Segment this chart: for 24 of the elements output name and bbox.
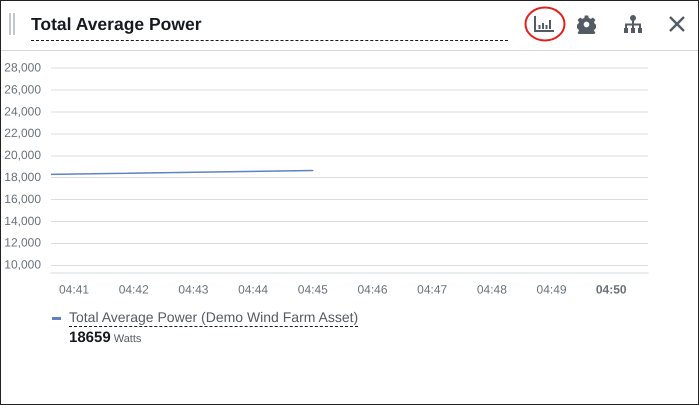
chart-title: Total Average Power [31, 14, 202, 35]
text: 18659 [69, 329, 111, 346]
y-tick-label: 28,000 [4, 60, 42, 75]
x-tick-label: 04:44 [238, 282, 268, 297]
x-tick-label: 04:47 [417, 282, 448, 297]
y-tick-label: 18,000 [4, 170, 42, 184]
y-tick-label: 14,000 [4, 214, 42, 228]
text: Watts [114, 333, 142, 345]
y-tick-label: 26,000 [4, 82, 42, 96]
x-tick-label: 04:41 [59, 282, 90, 297]
x-tick-label: 04:48 [476, 282, 508, 297]
x-tick-label: 04:46 [357, 282, 388, 297]
y-tick-label: 20,000 [4, 148, 42, 162]
x-tick-label: 04:49 [536, 282, 567, 297]
x-tick-label: 04:42 [118, 282, 150, 297]
y-tick-label: 24,000 [4, 104, 42, 118]
y-tick-label: 22,000 [4, 126, 42, 140]
y-tick-label: 16,000 [4, 192, 42, 206]
x-tick-label: 04:50 [596, 282, 627, 297]
y-tick-label: 12,000 [4, 236, 42, 250]
y-tick-label: 10,000 [4, 258, 42, 272]
x-tick-label: 04:43 [178, 282, 209, 297]
x-tick-label: 04:45 [298, 282, 328, 297]
legend-label: Total Average Power (Demo Wind Farm Asset) [69, 309, 358, 327]
